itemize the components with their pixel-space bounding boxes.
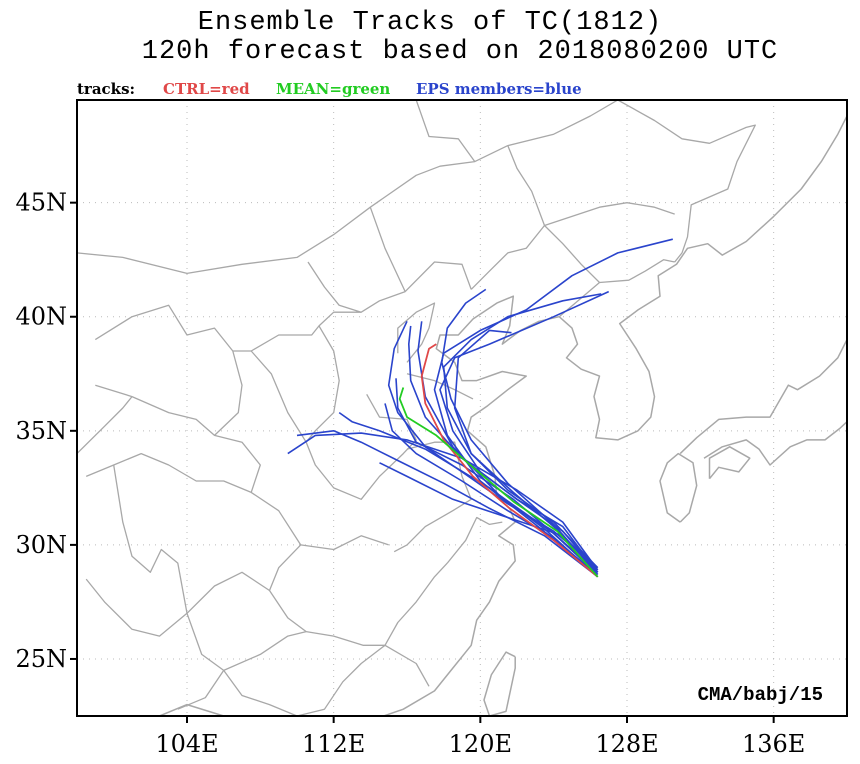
coastline [558, 115, 847, 441]
admin-boundary [558, 259, 675, 318]
tracks-layer [287, 238, 673, 578]
grid-lines [77, 100, 847, 716]
admin-boundary [77, 396, 133, 455]
x-tick-label: 112E [302, 730, 365, 758]
y-tick-label: 35N [15, 417, 67, 445]
coastline [483, 651, 516, 716]
admin-boundary [470, 202, 675, 290]
credit-label: CMA/babj/15 [698, 684, 823, 706]
admin-boundary [307, 261, 472, 313]
admin-boundary [397, 302, 436, 363]
coastline [159, 295, 560, 716]
x-tick-label: 136E [742, 730, 805, 758]
admin-boundary [113, 464, 188, 614]
admin-boundary [305, 393, 417, 500]
legend-ctrl-entry: CTRL=red [163, 80, 250, 98]
admin-boundary [617, 100, 756, 263]
admin-boundary [232, 311, 362, 352]
y-tick-label: 40N [15, 303, 67, 331]
y-tick-label: 25N [15, 645, 67, 673]
eps-member-track-9 [453, 329, 599, 573]
eps-member-track-6 [442, 293, 602, 569]
admin-boundary [77, 100, 476, 275]
legend-label: tracks: [77, 80, 136, 98]
y-tick-label: 45N [15, 189, 67, 217]
admin-boundary [85, 452, 302, 546]
admin-boundary [95, 384, 261, 493]
admin-boundary [250, 325, 340, 443]
chart-title-line-1: Ensemble Tracks of TC(1812) [197, 8, 663, 38]
legend-mean-entry: MEAN=green [276, 80, 391, 98]
admin-boundary [369, 206, 406, 292]
chart-title-line-2: 120h forecast based on 2018080200 UTC [141, 37, 779, 67]
ctrl-track [420, 343, 599, 578]
x-tick-label: 104E [155, 730, 218, 758]
x-tick-label: 128E [595, 730, 658, 758]
admin-boundary [223, 644, 386, 716]
admin-boundary [177, 670, 225, 710]
coastline [703, 421, 847, 466]
coastline [679, 339, 847, 455]
plot-frame [76, 99, 848, 717]
coastline [659, 452, 698, 523]
x-tick-label: 120E [449, 730, 512, 758]
admin-boundary [186, 571, 307, 672]
mean-track [398, 387, 599, 578]
map-base-layer [77, 100, 847, 716]
admin-boundary [474, 100, 619, 163]
legend-eps-entry: EPS members=blue [416, 80, 582, 98]
eps-member-track-4 [338, 411, 599, 578]
eps-member-track-5 [439, 290, 610, 573]
coastline [708, 446, 751, 480]
admin-boundary [446, 516, 503, 564]
admin-boundary [544, 225, 600, 283]
admin-boundary [507, 145, 546, 226]
admin-boundary [85, 578, 188, 637]
axis-layer: 104E 112E 120E 128E 136E 45N 40N 35N 30N 25N [15, 189, 805, 758]
eps-member-track-14 [417, 321, 599, 573]
y-tick-label: 30N [15, 531, 67, 559]
eps-member-track-11 [296, 429, 599, 578]
admin-boundary [393, 441, 472, 553]
admin-boundary [94, 304, 243, 436]
eps-member-track-10 [440, 288, 599, 576]
admin-boundary [268, 535, 448, 646]
eps-member-track-3 [287, 432, 599, 571]
admin-boundary [384, 644, 430, 687]
eps-member-track-12 [379, 462, 599, 571]
eps-member-track-13 [384, 403, 599, 578]
